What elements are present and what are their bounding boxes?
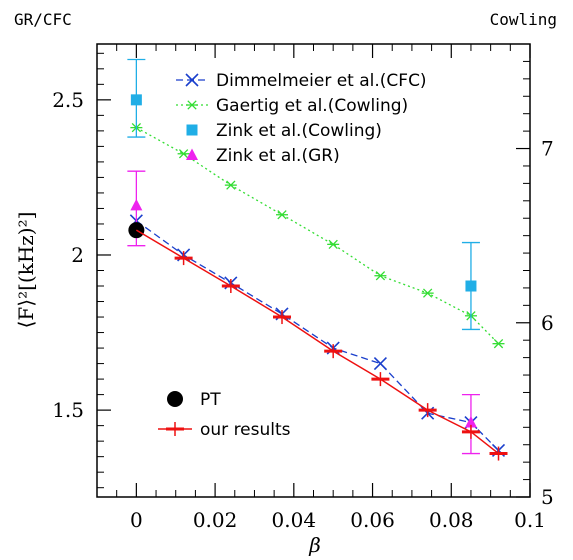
x-tick-label: 0 (130, 508, 143, 532)
x-tick-label: 0.1 (514, 508, 546, 532)
legend-marker-zink-et-al-gr (186, 148, 198, 160)
legend-label-gaertig-et-al-cowling: Gaertig et al.(Cowling) (216, 96, 408, 116)
plot-area: 0 0.02 0.04 0.06 0.08 0.1 1.5 2 2.5 5 6 7 Dimmelmeie… (52, 43, 554, 532)
data-point-gaertig-et-al-cowling-stroke (328, 239, 338, 250)
x-tick-label: 0.04 (272, 508, 317, 532)
legend-label-zink-et-al-gr: Zink et al.(GR) (216, 146, 340, 166)
series-line-our-results (135, 229, 499, 455)
data-point-gaertig-et-al-cowling-stroke (226, 180, 236, 190)
data-point-zink-et-al-cowling (130, 94, 142, 106)
legend-marker-gaertig-et-al-cowling-stroke (187, 100, 197, 110)
legend-marker-our-results (166, 422, 184, 436)
data-point-dimmelmeier-et-al-cfc (373, 357, 387, 371)
data-point-zink-et-al-gr (464, 416, 477, 428)
y2-tick-label: 7 (541, 137, 554, 161)
data-point-our-results (371, 372, 390, 387)
data-point-zink-et-al-cowling (465, 280, 477, 292)
y-tick-label: 1.5 (52, 398, 84, 422)
data-point-dimmelmeier-et-al-cfc-stroke (373, 357, 387, 371)
data-point-gaertig-et-al-cowling (177, 149, 190, 159)
x-axis-label: β (308, 533, 321, 557)
data-point-our-results (418, 403, 437, 418)
data-point-gaertig-et-al-cowling (374, 271, 387, 281)
x-tick-label: 0.08 (429, 508, 474, 532)
data-point-gaertig-et-al-cowling (224, 180, 237, 190)
series-line-dimmelmeier-et-al-cfc (135, 220, 499, 451)
legend-label-pt: PT (200, 390, 221, 410)
data-point-our-results (273, 310, 292, 325)
data-point-gaertig-et-al-cowling-stroke (277, 210, 287, 220)
data-point-our-results (489, 446, 508, 461)
legend-label-dimmelmeier-et-al-cfc: Dimmelmeier et al.(CFC) (216, 71, 427, 91)
data-point-gaertig-et-al-cowling-stroke (493, 339, 504, 349)
y-tick-label: 2 (71, 243, 84, 267)
x-tick-label: 0.02 (193, 508, 238, 532)
legend-label-our-results: our results (200, 420, 291, 440)
y-tick-label: 2.5 (52, 88, 84, 112)
y-axis-label: ⟨F⟩²[(kHz)²] (14, 212, 38, 329)
data-point-zink-et-al-gr (130, 198, 143, 211)
data-point-our-results (324, 344, 343, 359)
legend-marker-dimmelmeier-et-al-cfc-stroke (185, 73, 199, 87)
data-point-gaertig-et-al-cowling (421, 288, 434, 298)
legend-marker-dimmelmeier-et-al-cfc (185, 73, 199, 87)
data-point-our-results (174, 251, 193, 266)
legend-marker-zink-et-al-cowling (186, 124, 198, 136)
x-tick-label: 0.06 (350, 508, 395, 532)
data-point-gaertig-et-al-cowling-stroke (422, 288, 433, 298)
data-point-gaertig-et-al-cowling-stroke (178, 149, 189, 159)
y2-tick-label: 5 (541, 485, 554, 509)
legend-marker-gaertig-et-al-cowling (186, 100, 198, 110)
data-point-our-results (221, 279, 240, 294)
data-point-gaertig-et-al-cowling (492, 339, 505, 349)
data-point-gaertig-et-al-cowling (276, 210, 289, 220)
data-point-gaertig-et-al-cowling-stroke (375, 271, 386, 281)
data-point-gaertig-et-al-cowling (327, 239, 340, 250)
corner-label-left: GR/CFC (14, 10, 72, 29)
legend-marker-pt (167, 391, 183, 407)
data-point-our-results (461, 424, 480, 439)
y2-tick-label: 6 (541, 311, 554, 335)
corner-label-right: Cowling (490, 10, 557, 29)
legend-label-zink-et-al-cowling: Zink et al.(Cowling) (216, 121, 382, 141)
